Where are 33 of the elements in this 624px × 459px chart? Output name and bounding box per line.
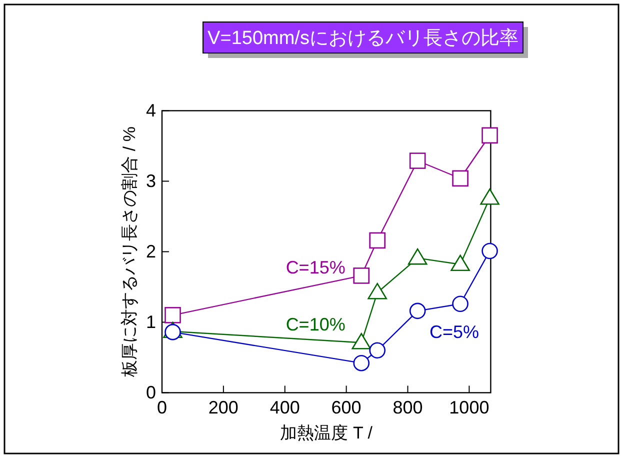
point	[408, 248, 428, 265]
point	[482, 127, 498, 144]
point	[369, 232, 386, 249]
y-tick-label: 2	[146, 242, 156, 262]
chart-title: V=150mm/sにおけるバリ長さの比率	[208, 27, 518, 49]
series-label: C=10%	[286, 314, 346, 335]
y-tick-label: 1	[146, 312, 156, 332]
x-tick-label: 400	[270, 398, 300, 418]
point	[409, 302, 426, 320]
x-tick-label: 1000	[449, 398, 490, 418]
point	[353, 268, 370, 284]
point	[452, 170, 468, 187]
point	[368, 282, 387, 300]
point	[409, 152, 426, 169]
point	[369, 342, 386, 359]
y-tick-label: 4	[146, 100, 156, 121]
point	[450, 254, 470, 272]
point	[164, 307, 181, 324]
y-tick-label: 3	[146, 171, 156, 192]
point	[164, 324, 181, 340]
x-axis-title: 加熱温度 T /	[280, 424, 373, 443]
x-tick-label: 600	[331, 398, 362, 418]
point	[452, 296, 468, 312]
y-tick-label: 0	[146, 382, 156, 403]
point	[480, 188, 500, 205]
point	[353, 354, 370, 372]
series-label: C=5%	[430, 322, 480, 342]
x-tick-label: 800	[392, 398, 423, 418]
series-label: C=15%	[286, 258, 346, 278]
point	[352, 332, 372, 350]
x-tick-label: 200	[208, 398, 238, 418]
point	[482, 242, 498, 260]
y-axis-title: 板厚に対するバリ長さの割合 / %	[120, 126, 139, 378]
